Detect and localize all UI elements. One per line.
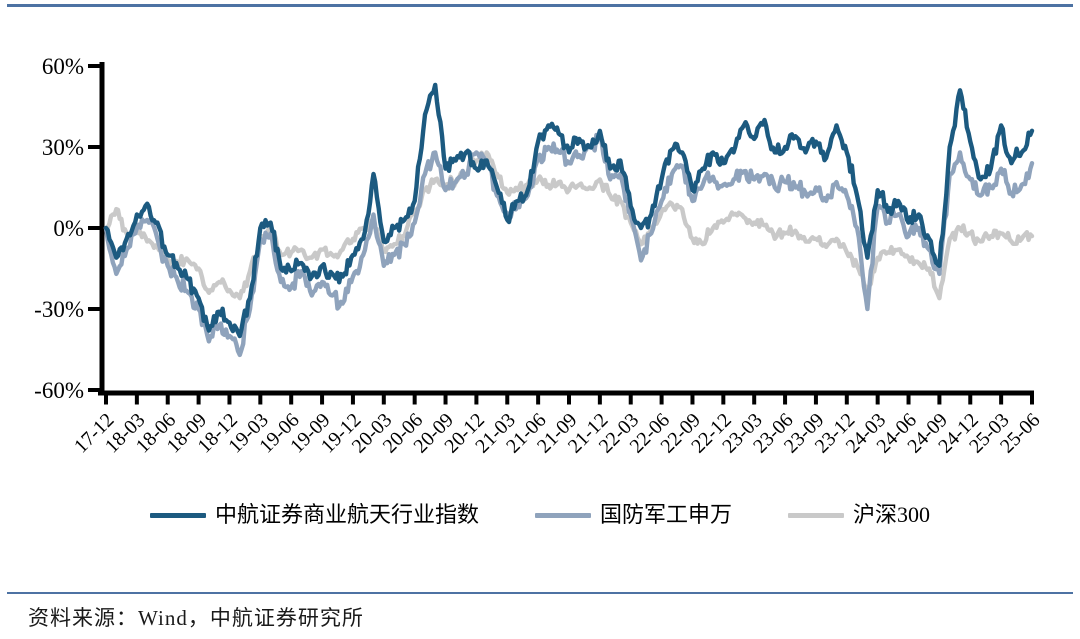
source-text: 资料来源：Wind，中航证券研究所 [28,606,364,630]
x-tick-mark [350,395,355,405]
x-tick-mark [227,395,232,405]
x-tick-mark [165,395,170,405]
x-tick-mark [968,395,973,405]
x-tick-mark [937,395,942,405]
x-tick-mark [628,395,633,405]
x-tick-mark [783,395,788,405]
x-tick-mark [289,395,294,405]
chart-legend: 中航证券商业航天行业指数 国防军工申万 沪深300 [0,501,1080,529]
y-axis: 60% 30% 0% -30% -60% [34,54,105,403]
x-tick-mark [134,395,139,405]
legend-label-csi300: 沪深300 [853,502,931,527]
legend-swatch-csi300 [788,512,844,518]
x-tick-mark [536,395,541,405]
y-tick-mark [88,64,100,68]
y-tick-label: 30% [42,135,84,160]
legend-item-defense-sw: 国防军工申万 [534,501,732,529]
y-tick-mark [88,307,100,311]
x-tick-mark [567,395,571,405]
x-tick-mark [412,395,417,405]
series-line-0 [103,82,1035,339]
x-tick-mark [721,395,726,405]
y-tick-label: -30% [34,297,84,322]
series-lines [103,82,1035,358]
legend-swatch-defense-sw [534,512,591,518]
x-tick-mark [906,395,911,405]
x-tick-mark [690,395,695,405]
legend-label-aerospace-index: 中航证券商业航天行业指数 [214,502,479,527]
x-tick-mark [875,395,880,405]
y-axis-line [99,62,105,396]
x-axis-line [98,390,1034,396]
x-tick-mark [597,395,602,405]
x-tick-mark [258,395,263,405]
series-line-2 [103,150,1035,301]
x-tick-mark [196,395,201,405]
x-tick-mark [474,395,479,405]
x-tick-mark [999,395,1004,405]
chart-svg: 60% 30% 0% -30% -60% 17-1218-0318-0618-0918-… [34,54,1045,458]
x-tick-mark [381,395,386,405]
y-tick-label: 0% [53,216,84,241]
x-tick-mark [104,395,108,405]
x-tick-mark [659,395,664,405]
x-tick-mark [1030,395,1034,405]
x-tick-mark [443,395,448,405]
y-tick-mark [88,388,100,392]
legend-item-csi300: 沪深300 [788,501,930,529]
y-tick-mark [88,226,100,230]
y-tick-mark [88,145,100,149]
source-divider-line [7,592,1073,594]
x-tick-mark [844,395,849,405]
top-border-line [7,4,1073,7]
x-tick-mark [320,395,325,405]
legend-label-defense-sw: 国防军工申万 [599,502,732,527]
legend-item-aerospace-index: 中航证券商业航天行业指数 [149,501,479,529]
x-tick-mark [505,395,510,405]
x-axis: 17-1218-0318-0618-0918-1219-0319-0619-09… [70,390,1045,458]
x-tick-mark [813,395,818,405]
y-tick-label: 60% [42,54,84,79]
y-tick-label: -60% [34,378,84,403]
legend-swatch-aerospace-index [149,512,206,518]
x-tick-mark [752,395,757,405]
